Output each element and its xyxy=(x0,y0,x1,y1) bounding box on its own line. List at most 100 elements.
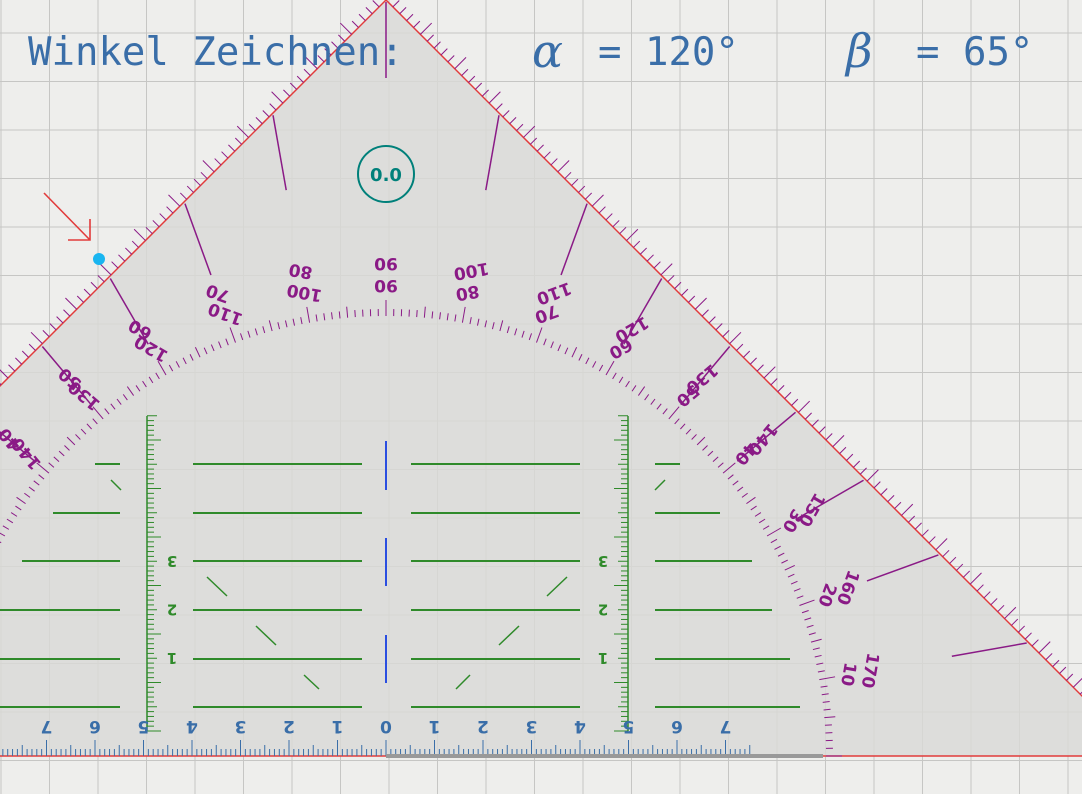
arc-tick xyxy=(781,559,788,564)
alpha-value: = 120° xyxy=(598,30,739,75)
arc-tick xyxy=(2,525,10,530)
edge-tick xyxy=(90,281,98,290)
arc-tick xyxy=(816,662,824,666)
guide-dash xyxy=(303,674,320,690)
arc-tick xyxy=(168,364,174,372)
degree-radial-line xyxy=(184,203,212,276)
arc-tick xyxy=(808,632,816,636)
arc-tick xyxy=(104,408,110,415)
edge-tick xyxy=(873,481,881,489)
arc-tick xyxy=(812,647,820,651)
arc-tick xyxy=(92,418,98,425)
arc-tick xyxy=(323,313,326,321)
arc-tick xyxy=(810,638,822,643)
edge-tick xyxy=(983,591,991,599)
baseline-label: 5 xyxy=(138,716,150,736)
arc-tick xyxy=(306,306,311,323)
edge-tick xyxy=(495,103,503,111)
arc-tick xyxy=(36,462,50,474)
arc-outer-label: 90 xyxy=(374,275,398,295)
edge-tick xyxy=(729,331,742,344)
edge-tick xyxy=(756,364,764,372)
edge-tick xyxy=(928,536,936,544)
guide-dash xyxy=(546,576,568,597)
baseline-label: 2 xyxy=(477,716,489,736)
arc-tick xyxy=(439,312,441,320)
edge-tick xyxy=(152,220,160,228)
rotation-icon[interactable] xyxy=(357,145,415,203)
vertical-scale-label: 2 xyxy=(598,601,608,619)
arc-tick xyxy=(229,327,236,343)
edge-tick xyxy=(557,160,570,173)
edge-tick xyxy=(536,144,544,152)
arc-tick xyxy=(277,322,281,330)
beta-value: = 65° xyxy=(916,30,1034,75)
edge-tick xyxy=(811,419,819,427)
arc-tick xyxy=(737,486,744,492)
edge-tick xyxy=(1011,618,1019,626)
arc-tick xyxy=(571,347,578,358)
rotation-readout[interactable]: 0.0 xyxy=(357,145,415,203)
degree-radial-line xyxy=(951,642,1027,657)
edge-tick xyxy=(133,228,146,241)
arc-tick xyxy=(777,552,785,557)
arc-tick xyxy=(284,320,288,328)
edge-tick xyxy=(248,123,256,131)
edge-tick xyxy=(49,323,57,331)
edge-tick xyxy=(179,192,188,200)
task-label: Winkel Zeichnen: xyxy=(28,30,404,75)
arc-tick xyxy=(564,347,569,355)
edge-tick xyxy=(667,275,675,283)
arc-tick xyxy=(605,360,615,376)
edge-tick xyxy=(145,226,153,235)
arc-tick xyxy=(712,456,719,462)
edge-tick xyxy=(914,522,922,530)
arc-tick xyxy=(189,354,194,361)
edge-tick xyxy=(28,343,36,351)
arc-tick xyxy=(550,341,554,349)
arc-tick xyxy=(0,541,2,544)
edge-tick xyxy=(63,309,71,317)
edge-tick xyxy=(852,460,861,468)
arc-tick xyxy=(58,450,65,457)
vertical-scale-label: 3 xyxy=(598,552,608,570)
arc-tick xyxy=(476,318,480,326)
arc-tick xyxy=(790,580,798,585)
edge-tick xyxy=(763,366,776,379)
edge-tick xyxy=(351,20,359,28)
edge-tick xyxy=(1045,653,1053,661)
arc-tick xyxy=(75,434,81,440)
edge-tick xyxy=(228,144,236,152)
edge-tick xyxy=(426,34,434,42)
edge-tick xyxy=(701,309,709,317)
edge-tick xyxy=(30,331,43,344)
arc-tick xyxy=(707,450,714,457)
set-square-body[interactable] xyxy=(0,0,1082,756)
edge-tick xyxy=(0,369,9,379)
edge-tick xyxy=(8,364,16,372)
baseline-label: 5 xyxy=(623,716,635,736)
arc-tick xyxy=(157,360,167,376)
edge-tick xyxy=(619,226,627,235)
arc-tick xyxy=(741,492,748,498)
arc-tick xyxy=(557,344,562,352)
edge-tick xyxy=(1079,691,1082,695)
edge-tick xyxy=(962,570,971,578)
edge-tick xyxy=(21,350,29,358)
edge-tick xyxy=(214,158,222,166)
arc-tick xyxy=(793,588,801,592)
edge-tick xyxy=(804,412,812,420)
arc-tick xyxy=(804,617,812,621)
arc-tick xyxy=(203,347,208,355)
arc-tick xyxy=(578,354,583,361)
guide-dash xyxy=(206,576,228,597)
baseline-label: 6 xyxy=(671,716,683,736)
edge-tick xyxy=(303,68,311,76)
arc-tick xyxy=(300,317,303,325)
drag-handle-icon[interactable] xyxy=(93,253,105,265)
edge-tick xyxy=(612,220,620,228)
baseline-cm-scale: 7 6 5 4 3 2 1 0 1 2 3 4 5 6 7 xyxy=(2,716,751,756)
arc-tick xyxy=(674,418,680,425)
